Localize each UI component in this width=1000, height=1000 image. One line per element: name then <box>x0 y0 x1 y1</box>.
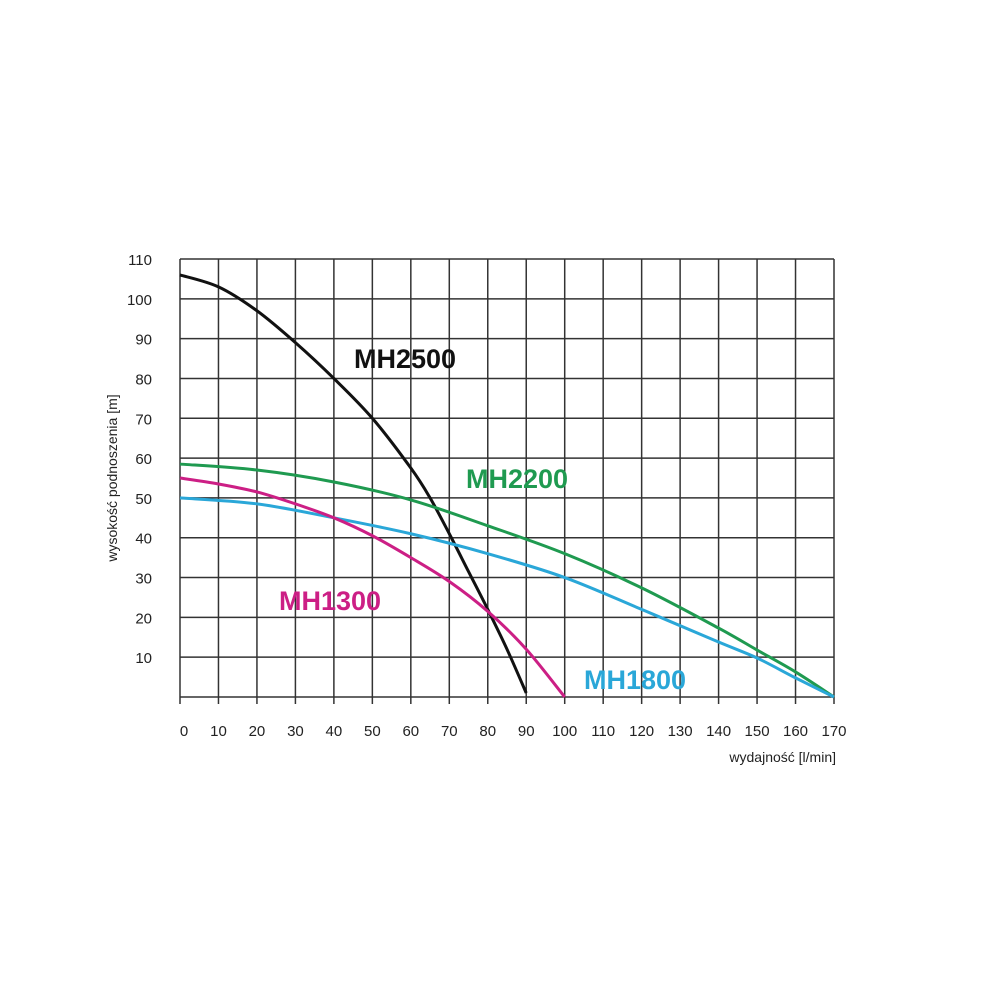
x-tick-label: 0 <box>180 723 188 740</box>
x-tick-label: 60 <box>402 723 419 740</box>
series-line-mh1800 <box>179 496 835 699</box>
x-tick-label: 70 <box>441 723 458 740</box>
y-tick-label: 40 <box>135 531 152 548</box>
x-tick-label: 160 <box>783 723 808 740</box>
series-line-mh1300 <box>179 476 566 698</box>
y-tick-label: 110 <box>128 252 152 269</box>
x-tick-label: 90 <box>518 723 535 740</box>
x-tick-label: 140 <box>706 723 731 740</box>
x-tick-label: 110 <box>591 723 615 740</box>
x-tick-label: 130 <box>668 723 693 740</box>
y-tick-label: 30 <box>135 571 152 588</box>
y-tick-labels: 10 20 30 40 50 60 70 80 90 100 110 <box>127 252 152 667</box>
x-tick-label: 50 <box>364 723 381 740</box>
x-tick-label: 170 <box>821 723 846 740</box>
x-tick-label: 80 <box>479 723 496 740</box>
x-tick-label: 150 <box>745 723 770 740</box>
x-axis-label: wydajność [l/min] <box>728 749 836 765</box>
y-axis-label: wysokość podnoszenia [m] <box>104 394 120 562</box>
x-tick-label: 120 <box>629 723 654 740</box>
y-tick-label: 90 <box>135 332 152 349</box>
x-tick-labels: 0 10 20 30 40 50 60 70 80 90 100 110 120 130 140 150 160… <box>180 723 847 740</box>
y-tick-label: 60 <box>135 451 152 468</box>
x-tick-label: 40 <box>326 723 343 740</box>
x-tick-label: 20 <box>249 723 266 740</box>
series-line-mh2200 <box>179 462 835 699</box>
series-label-mh2200: MH2200 <box>466 464 568 494</box>
series-label-mh1300: MH1300 <box>279 586 381 616</box>
x-tick-label: 100 <box>552 723 577 740</box>
y-tick-label: 70 <box>135 411 152 428</box>
grid <box>179 258 835 704</box>
series-label-mh2500: MH2500 <box>354 344 456 374</box>
y-tick-label: 100 <box>127 292 152 309</box>
series-lines <box>179 273 835 699</box>
x-tick-label: 30 <box>287 723 304 740</box>
y-tick-label: 10 <box>135 650 152 667</box>
y-tick-label: 80 <box>135 371 152 388</box>
y-tick-label: 50 <box>135 491 152 508</box>
x-tick-label: 10 <box>210 723 227 740</box>
series-label-mh1800: MH1800 <box>584 665 686 695</box>
y-tick-label: 20 <box>135 610 152 627</box>
